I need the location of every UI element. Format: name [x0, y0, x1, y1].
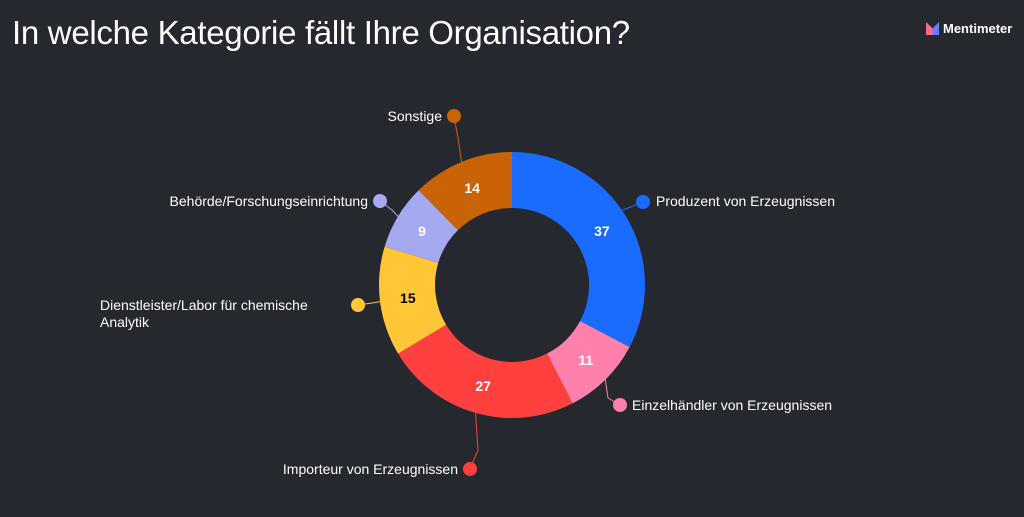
category-label-sonstige: Sonstige: [387, 108, 442, 124]
mentimeter-logo-icon: [926, 22, 939, 35]
slice-produzent-von-erzeugnissen: [512, 152, 645, 348]
value-label-importeur-von-erzeugnissen: 27: [475, 378, 491, 394]
page-title: In welche Kategorie fällt Ihre Organisat…: [12, 14, 630, 51]
legend-dot-beh-rde-forschungseinrichtung: [373, 194, 387, 208]
brand-name: Mentimeter: [943, 21, 1013, 36]
category-label-einzelh-ndler-von-erzeugnissen: Einzelhändler von Erzeugnissen: [632, 397, 833, 413]
value-label-produzent-von-erzeugnissen: 37: [594, 223, 610, 239]
connector-sonstige: [453, 115, 463, 163]
value-label-sonstige: 14: [464, 180, 480, 196]
slice-sonstige: [418, 152, 512, 231]
category-label-importeur-von-erzeugnissen: Importeur von Erzeugnissen: [282, 461, 458, 477]
slice-importeur-von-erzeugnissen: [398, 324, 573, 419]
value-label-beh-rde-forschungseinrichtung: 9: [418, 223, 426, 239]
category-label-dienstleister-labor-f-r-chemische-analytik: Dienstleister/Labor für chemische Analyt…: [100, 297, 308, 330]
connector-importeur-von-erzeugnissen: [469, 412, 479, 470]
legend-dot-sonstige: [447, 109, 461, 123]
category-label-produzent-von-erzeugnissen: Produzent von Erzeugnissen: [656, 193, 835, 209]
brand-logo: Mentimeter: [926, 21, 1012, 36]
legend-dot-produzent-von-erzeugnissen: [636, 195, 650, 209]
value-label-einzelh-ndler-von-erzeugnissen: 11: [578, 352, 593, 368]
value-label-dienstleister-labor-f-r-chemische-analytik: 15: [400, 290, 416, 306]
slice-beh-rde-forschungseinrichtung: [384, 190, 458, 263]
legend-dot-einzelh-ndler-von-erzeugnissen: [613, 398, 627, 412]
slice-dienstleister-labor-f-r-chemische-analytik: [379, 246, 447, 354]
category-label-beh-rde-forschungseinrichtung: Behörde/Forschungseinrichtung: [169, 193, 368, 209]
slice-einzelh-ndler-von-erzeugnissen: [547, 321, 630, 404]
legend-dot-dienstleister-labor-f-r-chemische-analytik: [351, 298, 365, 312]
legend-dot-importeur-von-erzeugnissen: [463, 462, 477, 476]
connector-produzent-von-erzeugnissen: [616, 201, 644, 217]
